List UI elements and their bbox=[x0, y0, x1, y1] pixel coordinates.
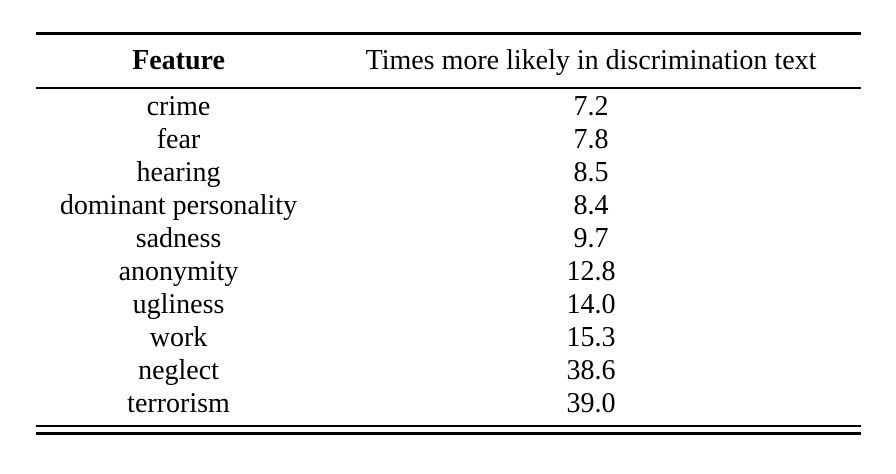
likelihood-cell: 9.7 bbox=[573, 222, 609, 254]
table-row: terrorism 39.0 bbox=[36, 387, 861, 420]
likelihood-cell: 7.2 bbox=[573, 90, 609, 122]
feature-likelihood-table: Feature Times more likely in discriminat… bbox=[36, 32, 861, 435]
feature-cell: ugliness bbox=[132, 288, 225, 320]
likelihood-cell: 8.5 bbox=[573, 156, 609, 188]
feature-cell: hearing bbox=[136, 156, 221, 188]
feature-cell: fear bbox=[156, 123, 201, 155]
table-header-row: Feature Times more likely in discriminat… bbox=[36, 35, 861, 89]
table-top-rule bbox=[36, 32, 861, 35]
likelihood-cell: 8.4 bbox=[573, 189, 609, 221]
table-row: fear 7.8 bbox=[36, 123, 861, 156]
table-row: crime 7.2 bbox=[36, 90, 861, 123]
likelihood-cell: 39.0 bbox=[566, 387, 616, 419]
table-row: ugliness 14.0 bbox=[36, 288, 861, 321]
feature-cell: crime bbox=[146, 90, 211, 122]
table-bottom-rule-thin bbox=[36, 425, 861, 427]
likelihood-cell: 14.0 bbox=[566, 288, 616, 320]
table-bottom-rule-thick bbox=[36, 432, 861, 435]
table-row: anonymity 12.8 bbox=[36, 255, 861, 288]
column-header-feature: Feature bbox=[132, 45, 225, 76]
table-body: crime 7.2 fear 7.8 hearing 8.5 dominant person… bbox=[36, 89, 861, 420]
feature-cell: neglect bbox=[138, 354, 219, 386]
feature-cell: work bbox=[149, 321, 208, 353]
table-row: dominant personality 8.4 bbox=[36, 189, 861, 222]
feature-cell: sadness bbox=[135, 222, 222, 254]
table-row: sadness 9.7 bbox=[36, 222, 861, 255]
paper-table-figure: Feature Times more likely in discriminat… bbox=[0, 32, 896, 474]
likelihood-cell: 7.8 bbox=[573, 123, 609, 155]
likelihood-cell: 38.6 bbox=[566, 354, 616, 386]
table-row: neglect 38.6 bbox=[36, 354, 861, 387]
feature-cell: anonymity bbox=[118, 255, 239, 287]
likelihood-cell: 15.3 bbox=[566, 321, 616, 353]
table-row: work 15.3 bbox=[36, 321, 861, 354]
feature-cell: dominant personality bbox=[59, 189, 298, 221]
column-header-likelihood: Times more likely in discrimination text bbox=[365, 45, 817, 76]
table-row: hearing 8.5 bbox=[36, 156, 861, 189]
likelihood-cell: 12.8 bbox=[566, 255, 616, 287]
feature-cell: terrorism bbox=[127, 387, 230, 419]
